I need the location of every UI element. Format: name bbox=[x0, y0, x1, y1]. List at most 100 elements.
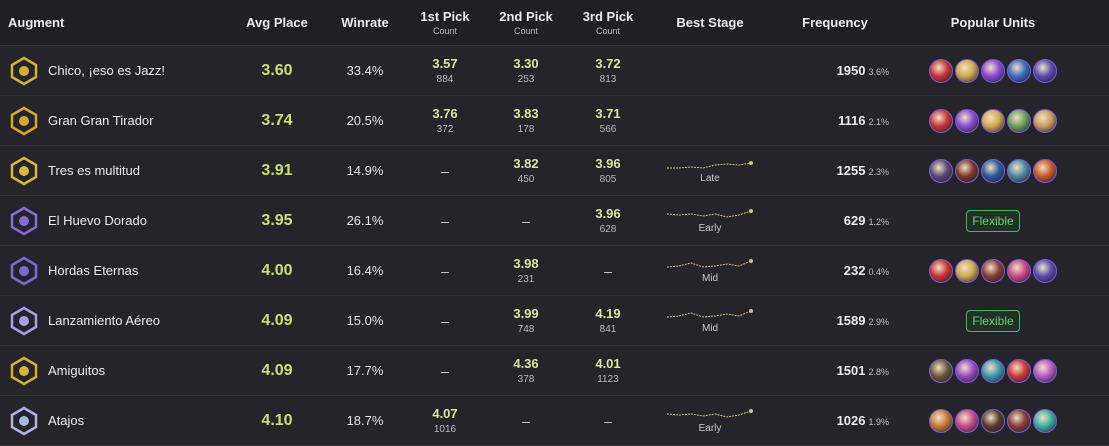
table-row[interactable]: Atajos 4.10 18.7% 4.07 1016 – – Early 1026 1.9% bbox=[0, 396, 1109, 446]
pick2-cell: 3.99 748 bbox=[486, 296, 566, 345]
table-row[interactable]: Lanzamiento Aéreo 4.09 15.0% – 3.99 748 4.19 84… bbox=[0, 296, 1109, 346]
table-row[interactable]: Tres es multitud 3.91 14.9% – 3.82 450 3.96 805… bbox=[0, 146, 1109, 196]
winrate-cell: 33.4% bbox=[322, 46, 408, 95]
unit-icon[interactable] bbox=[1007, 408, 1031, 433]
augment-cell: Amiguitos bbox=[8, 346, 228, 395]
frequency-cell: 1116 2.1% bbox=[775, 96, 895, 145]
unit-icon[interactable] bbox=[1007, 358, 1031, 383]
unit-icon[interactable] bbox=[1007, 158, 1031, 183]
unit-icon[interactable] bbox=[929, 108, 953, 133]
pick3-value: 4.19 bbox=[595, 306, 621, 321]
table-row[interactable]: Gran Gran Tirador 3.74 20.5% 3.76 372 3.83 178… bbox=[0, 96, 1109, 146]
unit-icon[interactable] bbox=[1007, 58, 1031, 83]
avg-place-cell: 3.60 bbox=[236, 46, 318, 95]
augment-name[interactable]: Hordas Eternas bbox=[48, 263, 139, 278]
unit-icon[interactable] bbox=[1033, 158, 1057, 183]
header-best-stage[interactable]: Best Stage bbox=[676, 15, 744, 30]
augment-name[interactable]: Amiguitos bbox=[48, 363, 106, 378]
frequency-value: 1116 bbox=[837, 113, 866, 128]
best-stage-label: Early bbox=[698, 422, 722, 434]
frequency-cell: 1501 2.8% bbox=[775, 346, 895, 395]
augment-cell: Hordas Eternas bbox=[8, 246, 228, 295]
augment-name[interactable]: El Huevo Dorado bbox=[48, 213, 147, 228]
unit-icon[interactable] bbox=[981, 108, 1005, 133]
unit-icon[interactable] bbox=[1007, 108, 1031, 133]
pick1-count: 1016 bbox=[433, 424, 457, 435]
best-stage-cell: Late bbox=[660, 146, 760, 195]
unit-icon[interactable] bbox=[929, 58, 953, 83]
augment-name[interactable]: Atajos bbox=[48, 413, 85, 428]
header-winrate[interactable]: Winrate bbox=[341, 15, 389, 30]
unit-list bbox=[929, 158, 1057, 183]
pick3-cell: – bbox=[568, 246, 648, 295]
pick1-cell: – bbox=[405, 296, 485, 345]
augment-name[interactable]: Tres es multitud bbox=[48, 163, 140, 178]
unit-list bbox=[929, 358, 1057, 383]
pick2-value: 3.30 bbox=[513, 56, 539, 71]
header-3rd-pick[interactable]: 3rd Pick Count bbox=[582, 9, 634, 36]
pick1-value: 3.57 bbox=[432, 56, 458, 71]
winrate-value: 16.4% bbox=[346, 263, 384, 278]
avg-place-value: 3.74 bbox=[261, 111, 293, 129]
pick1-value: 4.07 bbox=[432, 406, 458, 421]
table-row[interactable]: El Huevo Dorado 3.95 26.1% – – 3.96 628 Early 62… bbox=[0, 196, 1109, 246]
pick2-count: 450 bbox=[517, 174, 535, 185]
unit-icon[interactable] bbox=[981, 158, 1005, 183]
unit-icon[interactable] bbox=[1007, 258, 1031, 283]
header-avg-place[interactable]: Avg Place bbox=[246, 15, 308, 30]
pick1-count: 884 bbox=[436, 74, 454, 85]
unit-icon[interactable] bbox=[955, 58, 979, 83]
unit-icon[interactable] bbox=[1033, 258, 1057, 283]
unit-icon[interactable] bbox=[955, 108, 979, 133]
unit-icon[interactable] bbox=[929, 258, 953, 283]
pick1-count: 372 bbox=[436, 124, 454, 135]
augment-name[interactable]: Lanzamiento Aéreo bbox=[48, 313, 161, 328]
winrate-cell: 14.9% bbox=[322, 146, 408, 195]
pick2-count: 748 bbox=[517, 324, 535, 335]
header-2nd-pick[interactable]: 2nd Pick Count bbox=[499, 9, 553, 36]
unit-icon[interactable] bbox=[955, 258, 979, 283]
pick2-value: 3.99 bbox=[513, 306, 539, 321]
pick3-value: – bbox=[604, 262, 612, 279]
augment-cell: Atajos bbox=[8, 396, 228, 445]
unit-icon[interactable] bbox=[981, 408, 1005, 433]
unit-icon[interactable] bbox=[981, 358, 1005, 383]
augment-name[interactable]: Chico, ¡eso es Jazz! bbox=[48, 63, 166, 78]
avg-place-value: 3.60 bbox=[261, 61, 293, 79]
avg-place-value: 3.91 bbox=[261, 161, 293, 179]
tirador-augment-icon bbox=[8, 105, 40, 137]
header-frequency[interactable]: Frequency bbox=[802, 15, 868, 30]
table-row[interactable]: Hordas Eternas 4.00 16.4% – 3.98 231 – Mid 232 0.… bbox=[0, 246, 1109, 296]
unit-icon[interactable] bbox=[929, 358, 953, 383]
unit-icon[interactable] bbox=[1033, 108, 1057, 133]
unit-icon[interactable] bbox=[955, 158, 979, 183]
augment-name[interactable]: Gran Gran Tirador bbox=[48, 113, 154, 128]
best-stage-cell bbox=[660, 346, 760, 395]
table-row[interactable]: Amiguitos 4.09 17.7% – 4.36 378 4.01 1123 1501 2.… bbox=[0, 346, 1109, 396]
unit-icon[interactable] bbox=[1033, 408, 1057, 433]
unit-icon[interactable] bbox=[929, 158, 953, 183]
frequency-value: 629 bbox=[843, 213, 866, 228]
unit-icon[interactable] bbox=[955, 408, 979, 433]
jazz-augment-icon bbox=[8, 55, 40, 87]
table-header: Augment Avg Place Winrate 1st Pick Count … bbox=[0, 0, 1109, 46]
header-augment[interactable]: Augment bbox=[8, 15, 65, 30]
table-row[interactable]: Chico, ¡eso es Jazz! 3.60 33.4% 3.57 884 3.30… bbox=[0, 46, 1109, 96]
unit-icon[interactable] bbox=[1033, 58, 1057, 83]
pick1-value: – bbox=[441, 312, 449, 329]
stage-sparkline bbox=[666, 308, 753, 318]
unit-icon[interactable] bbox=[981, 58, 1005, 83]
popular-units-cell bbox=[908, 146, 1078, 195]
pick2-value: – bbox=[522, 212, 530, 229]
unit-icon[interactable] bbox=[1033, 358, 1057, 383]
popular-units-cell bbox=[908, 246, 1078, 295]
frequency-value: 1950 bbox=[836, 63, 866, 78]
popular-units-cell: Flexible bbox=[908, 196, 1078, 245]
best-stage-cell: Early bbox=[660, 396, 760, 445]
pick3-value: 3.96 bbox=[595, 156, 621, 171]
unit-icon[interactable] bbox=[981, 258, 1005, 283]
header-1st-pick[interactable]: 1st Pick Count bbox=[420, 9, 470, 36]
unit-icon[interactable] bbox=[955, 358, 979, 383]
unit-icon[interactable] bbox=[929, 408, 953, 433]
pick3-value: 3.96 bbox=[595, 206, 621, 221]
